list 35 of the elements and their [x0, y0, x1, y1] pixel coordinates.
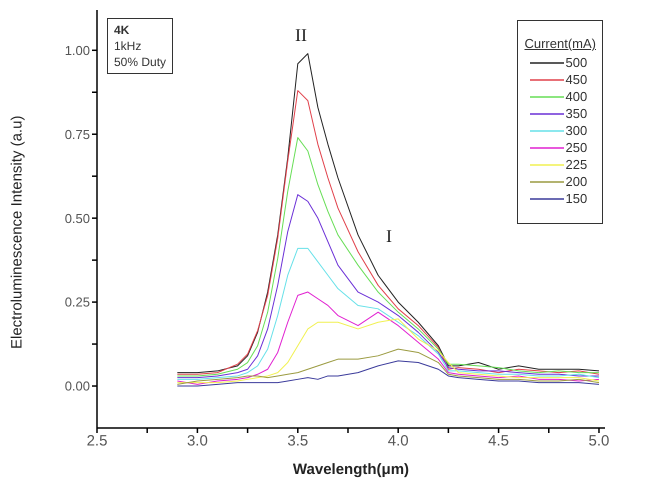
legend-label: 450: [565, 71, 588, 88]
x-tick-label: 4.5: [488, 432, 510, 450]
annotation: I: [386, 226, 392, 247]
legend-label: 300: [565, 122, 588, 139]
x-tick-label: 3.5: [287, 432, 308, 450]
legend-label: 500: [565, 54, 588, 71]
y-axis-title: Electroluminescence Intensity (a.u): [8, 116, 26, 349]
legend-label: 225: [565, 156, 588, 173]
line-series: [176, 248, 600, 380]
x-axis-title: Wavelength(μm): [292, 461, 410, 478]
y-tick-label: 0.50: [64, 210, 90, 226]
x-tick-label: 3.0: [186, 432, 208, 450]
annotation: II: [295, 25, 307, 46]
annotation: 4K: [114, 22, 130, 38]
legend-label: 400: [565, 88, 588, 105]
line-series: [176, 194, 600, 378]
line-series: [176, 137, 600, 376]
x-tick-label: 4.0: [388, 432, 409, 450]
line-series: [176, 348, 600, 385]
legend-label: 250: [565, 139, 588, 156]
x-tick-label: 5.0: [588, 432, 610, 450]
y-tick-label: 0.75: [64, 126, 90, 142]
y-tick-label: 0.00: [64, 378, 90, 394]
line-series: [176, 292, 600, 385]
y-tick-label: 1.00: [64, 42, 90, 58]
legend-title: Current(mA): [524, 35, 596, 52]
legend-label: 350: [565, 105, 588, 122]
annotation: 1kHz: [114, 38, 142, 54]
annotation: 50% Duty: [114, 54, 166, 70]
legend-label: 200: [565, 173, 588, 190]
legend-label: 150: [565, 190, 588, 207]
line-series: [176, 360, 600, 387]
y-tick-label: 0.25: [64, 294, 90, 310]
x-tick-label: 2.5: [86, 432, 108, 450]
line-series: [176, 318, 600, 384]
